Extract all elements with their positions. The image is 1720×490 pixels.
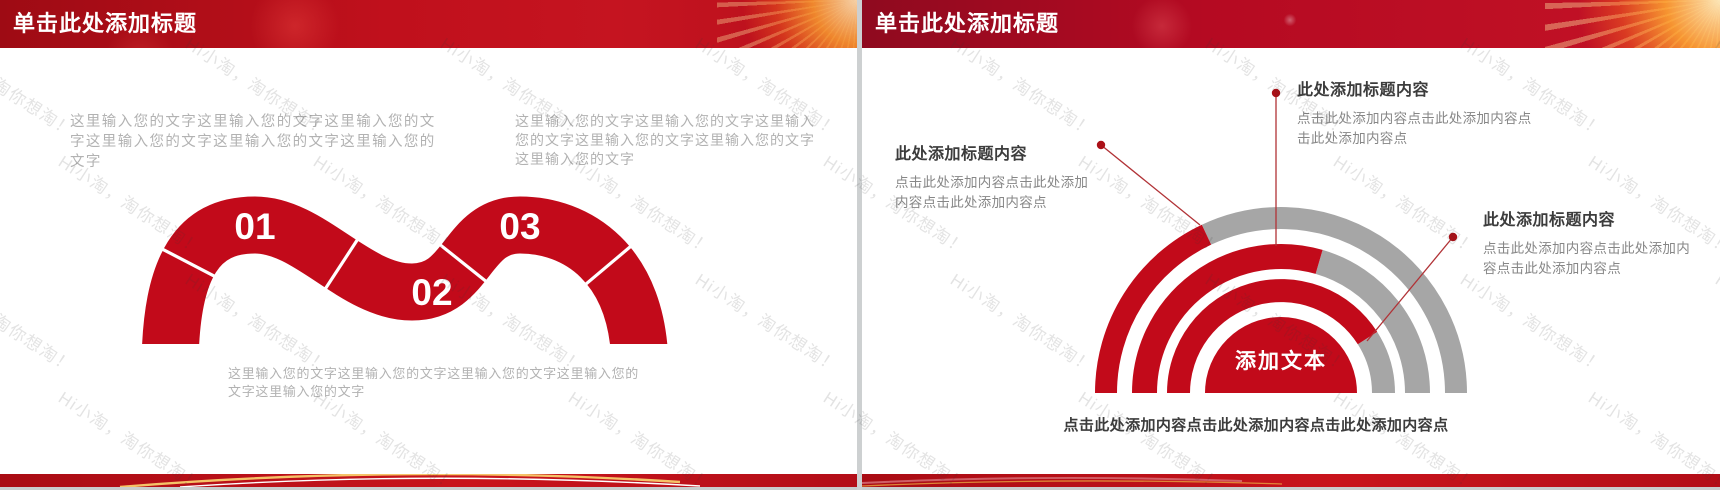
gauge-ring-arcs — [1095, 207, 1467, 394]
callout-block-top: 此处添加标题内容 点击此处添加内容点击此处添加内容点击此处添加内容点 — [1297, 76, 1541, 150]
callout-description: 点击此处添加内容点击此处添加内容点击此处添加内容点 — [895, 175, 1089, 211]
semicircle-gauge-chart: 添加文本 — [1095, 88, 1467, 394]
callout-dot-top — [1271, 88, 1281, 98]
slide-gap-divider — [857, 0, 862, 490]
footer-swoosh-decoration — [862, 476, 1283, 487]
gauge-center-label: 添加文本 — [1235, 349, 1327, 373]
footer-swoosh-decoration — [119, 474, 701, 487]
callout-dot-right — [1448, 232, 1458, 242]
callout-title: 此处添加标题内容 — [1483, 212, 1616, 229]
slide1-header-bar: 单击此处添加标题 — [0, 0, 857, 48]
callout-line-left — [1100, 144, 1201, 226]
step-number-2: 02 — [411, 272, 452, 313]
callout-block-right: 此处添加标题内容 点击此处添加内容点击此处添加内容点击此处添加内容点 — [1483, 206, 1699, 280]
callout-description: 点击此处添加内容点击此处添加内容点击此处添加内容点 — [1297, 111, 1532, 147]
placeholder-paragraph-top-right: 这里输入您的文字这里输入您的文字这里输入您的文字这里输入您的文字这里输入您的文字… — [515, 113, 815, 167]
step-number-1: 01 — [234, 206, 275, 247]
callout-title: 此处添加标题内容 — [895, 146, 1028, 163]
callout-line-right — [1366, 236, 1454, 342]
sunburst-decoration-icon — [717, 0, 857, 48]
slide2-title: 单击此处添加标题 — [875, 11, 1060, 36]
callout-block-left: 此处添加标题内容 点击此处添加内容点击此处添加内容点击此处添加内容点 — [895, 140, 1097, 214]
callout-dot-left — [1096, 140, 1106, 150]
callout-title: 此处添加标题内容 — [1297, 82, 1430, 99]
gauge-caption-text: 点击此处添加内容点击此处添加内容点击此处添加内容点 — [1063, 417, 1449, 434]
placeholder-paragraph-bottom: 这里输入您的文字这里输入您的文字这里输入您的文字这里输入您的文字这里输入您的文字 — [228, 366, 640, 399]
wave-segment-separators — [160, 237, 633, 291]
sunburst-decoration-icon — [1545, 0, 1720, 48]
slide-thumbnail-1[interactable]: 单击此处添加标题 这里输入您的文字这里输入您的文字这里输入您的文字这里输入您的文… — [0, 0, 857, 487]
slide2-header-bar: 单击此处添加标题 — [862, 0, 1720, 48]
slide2-footer-bar — [862, 474, 1720, 487]
slide1-footer-bar — [0, 474, 857, 487]
wave-process-diagram: 01 02 03 — [142, 196, 668, 344]
slide-thumbnail-2[interactable]: 单击此处添加标题 添加文本 此处添加标题内容 点击此处添加内容点击此处添加内容点… — [862, 0, 1720, 487]
step-number-3: 03 — [499, 206, 540, 247]
wave-ribbon-shape — [142, 196, 668, 344]
slide1-title: 单击此处添加标题 — [13, 11, 198, 36]
placeholder-paragraph-top-left: 这里输入您的文字这里输入您的文字这里输入您的文字这里输入您的文字这里输入您的文字… — [70, 114, 436, 170]
callout-description: 点击此处添加内容点击此处添加内容点击此处添加内容点 — [1483, 241, 1690, 277]
